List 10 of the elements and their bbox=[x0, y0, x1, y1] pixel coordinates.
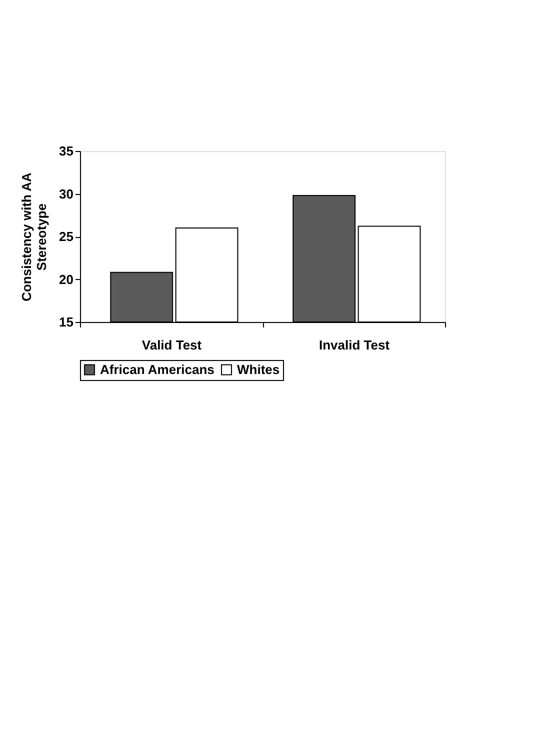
y-tick-label: 30 bbox=[59, 186, 74, 202]
y-tick-label: 15 bbox=[59, 314, 74, 330]
x-tick-label: Invalid Test bbox=[318, 338, 390, 352]
y-tick-label: 20 bbox=[59, 272, 74, 287]
y-tick-label: 35 bbox=[59, 144, 74, 158]
legend-label: African Americans bbox=[100, 362, 214, 377]
y-tick-label: 25 bbox=[59, 229, 74, 244]
x-tick-label: Valid Test bbox=[142, 338, 202, 352]
y-axis-title: Consistency with AA Stereotype bbox=[19, 172, 50, 302]
legend-label: Whites bbox=[237, 362, 280, 377]
